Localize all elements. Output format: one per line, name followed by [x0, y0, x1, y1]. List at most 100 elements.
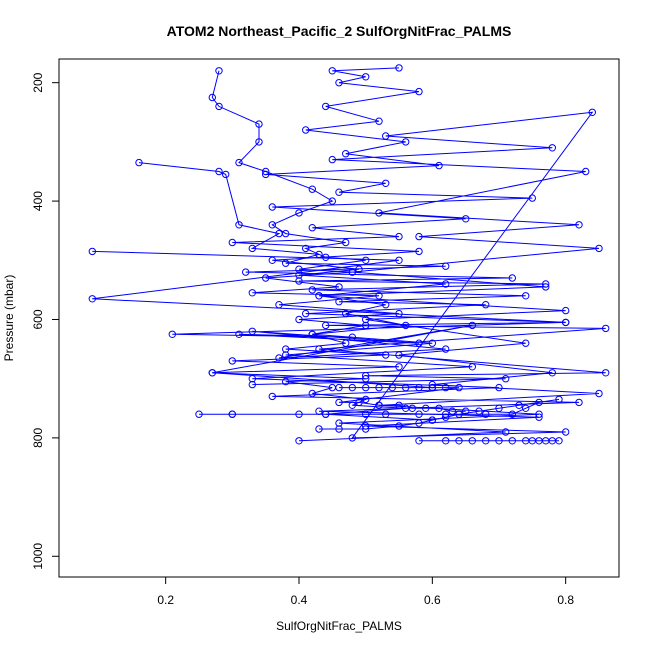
data-point — [362, 372, 370, 380]
data-point — [382, 301, 390, 309]
plot-area — [58, 58, 620, 578]
y-tick-label: 600 — [31, 309, 45, 329]
data-point — [375, 383, 383, 392]
data-point — [275, 354, 283, 362]
data-point — [402, 383, 410, 392]
data-point — [208, 369, 217, 377]
data-point — [428, 416, 436, 424]
data-point — [442, 410, 450, 418]
data-point — [595, 389, 603, 398]
data-point — [375, 292, 383, 300]
data-point — [415, 232, 423, 241]
data-point — [135, 158, 143, 167]
data-point — [308, 389, 316, 398]
data-point — [522, 339, 530, 347]
data-point — [275, 229, 283, 238]
data-point — [442, 262, 450, 270]
data-point — [228, 410, 237, 418]
data-point — [235, 221, 243, 229]
y-tick-label: 400 — [31, 191, 45, 211]
data-point — [575, 398, 583, 407]
data-point — [302, 309, 310, 318]
data-point — [295, 410, 303, 418]
data-point — [268, 392, 276, 401]
data-point — [295, 315, 303, 324]
data-point — [428, 383, 436, 392]
data-point — [575, 221, 583, 229]
series-line-7 — [338, 387, 466, 412]
data-point — [248, 327, 257, 335]
data-point — [335, 283, 343, 291]
data-point — [228, 238, 237, 247]
data-point — [415, 87, 423, 96]
data-point — [535, 398, 543, 407]
data-point — [248, 380, 257, 389]
data-point — [535, 413, 543, 421]
data-point — [442, 383, 450, 392]
data-point — [482, 410, 490, 418]
data-point — [248, 244, 257, 253]
data-point — [348, 383, 356, 392]
data-point — [235, 330, 243, 338]
data-point — [208, 93, 217, 102]
data-point — [315, 292, 323, 300]
data-point — [468, 363, 476, 371]
data-point — [88, 247, 97, 256]
data-point — [455, 383, 463, 392]
data-point — [262, 167, 270, 176]
data-point — [428, 339, 436, 347]
series-layer — [88, 64, 610, 445]
data-point — [362, 425, 370, 433]
data-point — [562, 428, 570, 436]
data-point — [335, 383, 343, 392]
data-point — [262, 274, 270, 282]
data-point — [382, 132, 390, 140]
data-point — [375, 209, 383, 217]
series-line-4 — [92, 250, 566, 389]
data-point — [282, 377, 290, 386]
data-point — [395, 64, 403, 72]
data-point — [375, 117, 383, 125]
data-point — [322, 410, 330, 418]
data-point — [215, 67, 223, 75]
data-point — [88, 295, 97, 303]
data-point — [268, 221, 276, 229]
data-point — [515, 401, 523, 409]
data-point — [415, 419, 423, 427]
data-point — [462, 407, 470, 415]
data-point — [335, 79, 343, 87]
data-point — [395, 401, 403, 409]
data-point — [555, 395, 563, 404]
data-point — [342, 238, 350, 247]
data-point — [395, 422, 403, 430]
data-point — [495, 437, 503, 445]
data-point — [508, 274, 516, 282]
series-line-5 — [199, 398, 560, 430]
series-line-2 — [211, 70, 433, 421]
data-point — [562, 318, 570, 327]
y-tick-label: 1000 — [31, 543, 45, 570]
data-point — [502, 428, 510, 436]
data-point — [322, 102, 330, 111]
data-point — [495, 404, 503, 412]
data-point — [402, 138, 410, 146]
data-point — [482, 301, 490, 309]
data-point — [415, 410, 423, 418]
data-point — [282, 351, 290, 359]
data-point — [415, 339, 423, 347]
data-point — [435, 404, 443, 412]
data-point — [215, 167, 223, 176]
data-point — [528, 194, 536, 202]
data-point — [415, 383, 423, 392]
data-point — [455, 437, 463, 445]
data-point — [222, 170, 230, 179]
y-axis-label: Pressure (mbar) — [2, 275, 16, 362]
series-line-1 — [232, 67, 600, 442]
data-point — [415, 437, 423, 445]
data-point — [388, 383, 396, 392]
data-point — [535, 410, 543, 418]
data-point — [335, 298, 343, 306]
data-point — [448, 407, 456, 415]
data-point — [395, 256, 403, 264]
data-point — [235, 158, 243, 167]
